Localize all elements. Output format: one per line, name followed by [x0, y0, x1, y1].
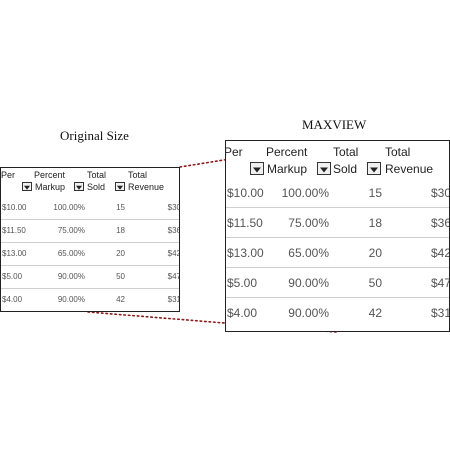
column-header-1-top: Percent: [266, 145, 308, 159]
column-header-0-top: Per: [1, 170, 16, 180]
table-cell[interactable]: $36: [430, 216, 450, 230]
table-cell[interactable]: $31: [430, 306, 450, 320]
row-separator: [1, 242, 179, 243]
row-separator: [226, 297, 449, 298]
table-cell[interactable]: 90.00%: [57, 272, 85, 281]
filter-dropdown-icon[interactable]: [74, 182, 84, 191]
caption-original-size: Original Size: [60, 128, 129, 143]
table-cell[interactable]: 20: [368, 246, 382, 260]
table-cell[interactable]: 18: [368, 216, 382, 230]
table-cell[interactable]: $5.00: [227, 276, 258, 290]
table-cell[interactable]: $30: [167, 203, 180, 212]
table-cell[interactable]: 50: [116, 272, 125, 281]
table-cell[interactable]: 65.00%: [57, 249, 85, 258]
filter-dropdown-icon[interactable]: [367, 162, 381, 175]
caption-maxview: MAXVIEW: [302, 117, 367, 132]
table-cell[interactable]: 90.00%: [288, 276, 329, 290]
table-cell[interactable]: 50: [368, 276, 382, 290]
table-cell[interactable]: 100.00%: [281, 186, 329, 200]
row-separator: [1, 219, 179, 220]
table-cell[interactable]: 15: [116, 203, 125, 212]
table-cell[interactable]: 90.00%: [57, 295, 85, 304]
column-header-2-top: Total: [87, 170, 107, 180]
table-cell[interactable]: $31: [167, 295, 180, 304]
table-cell[interactable]: $13.00: [2, 249, 27, 258]
row-separator: [226, 207, 449, 208]
table-cell[interactable]: $11.50: [2, 226, 26, 235]
table-cell[interactable]: $47: [167, 272, 180, 281]
table-cell[interactable]: $42: [430, 246, 450, 260]
table-cell[interactable]: 42: [368, 306, 382, 320]
table-cell[interactable]: $36: [167, 226, 180, 235]
column-header-1-top: Percent: [34, 170, 66, 180]
filter-dropdown-icon[interactable]: [115, 182, 125, 191]
spreadsheet-original-view: Per Percent Markup Total Sold Total Revenue $10…: [0, 167, 180, 312]
table-cell[interactable]: $4.00: [2, 295, 23, 304]
table-cell[interactable]: $30: [430, 186, 450, 200]
row-separator: [1, 265, 179, 266]
table-cell[interactable]: $13.00: [227, 246, 264, 260]
column-header-0-top: Per: [225, 145, 243, 159]
table-cell[interactable]: 20: [116, 249, 125, 258]
table-cell[interactable]: 90.00%: [288, 306, 329, 320]
table-cell[interactable]: 75.00%: [57, 226, 85, 235]
column-header-3-bottom: Revenue: [385, 162, 434, 176]
table-cell[interactable]: $4.00: [227, 306, 258, 320]
row-separator: [226, 237, 449, 238]
row-separator: [1, 288, 179, 289]
row-separator: [226, 267, 449, 268]
column-header-2-bottom: Sold: [87, 182, 106, 192]
column-header-2-top: Total: [333, 145, 359, 159]
filter-dropdown-icon[interactable]: [250, 162, 264, 175]
column-header-1-bottom: Markup: [267, 162, 308, 176]
table-cell[interactable]: 65.00%: [288, 246, 329, 260]
filter-dropdown-icon[interactable]: [317, 162, 331, 175]
table-cell[interactable]: 18: [116, 226, 125, 235]
column-header-1-bottom: Markup: [35, 182, 66, 192]
column-header-3-bottom: Revenue: [128, 182, 165, 192]
table-cell[interactable]: 100.00%: [53, 203, 85, 212]
table-cell[interactable]: 15: [368, 186, 382, 200]
table-cell[interactable]: $42: [167, 249, 180, 258]
filter-dropdown-icon[interactable]: [22, 182, 32, 191]
table-cell[interactable]: $5.00: [2, 272, 23, 281]
table-cell[interactable]: 75.00%: [288, 216, 329, 230]
column-header-3-top: Total: [128, 170, 148, 180]
column-header-2-bottom: Sold: [333, 162, 358, 176]
table-cell[interactable]: 42: [116, 295, 125, 304]
table-cell[interactable]: $47: [430, 276, 450, 290]
table-cell[interactable]: $10.00: [227, 186, 264, 200]
spreadsheet-maxview: Per Percent Markup Total Sold Total Revenue $10…: [225, 140, 450, 332]
table-cell[interactable]: $10.00: [2, 203, 27, 212]
column-header-3-top: Total: [385, 145, 411, 159]
table-cell[interactable]: $11.50: [227, 216, 263, 230]
